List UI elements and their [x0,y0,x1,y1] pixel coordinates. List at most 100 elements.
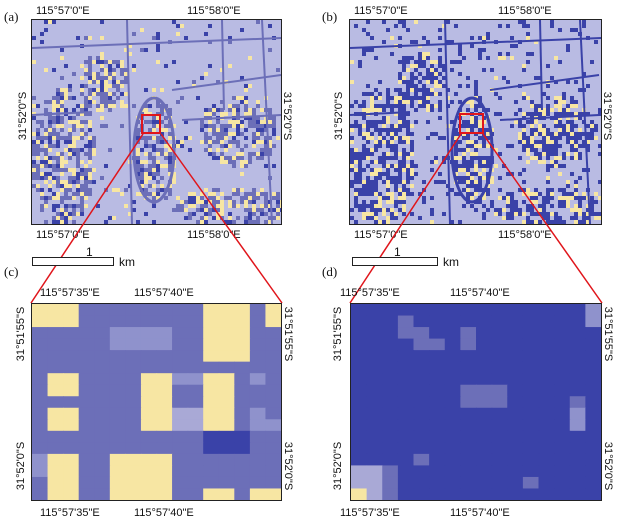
panel-c-cell [156,338,173,351]
panel-d-cell [522,488,540,500]
panel-c-cell [265,407,281,420]
panel-d-cell [413,442,430,455]
panel-d-cell [476,373,493,386]
panel-c-cell [78,384,95,397]
panel-d-cell [366,407,383,420]
panel-d-cell [444,315,461,328]
panel-c-cell [78,430,95,443]
panel-d-cell [538,396,555,409]
panel-c-cell [234,442,251,455]
panel-d-cell [538,373,555,386]
panel-c-cell [234,396,251,409]
panel-c-cell [249,396,267,409]
panel-c-cell [32,304,49,317]
panel-c-cell [234,476,251,490]
panel-c-cell [249,304,267,317]
panel-d-cell [476,430,493,443]
panel-c-cell [140,338,158,351]
panel-c-cell [47,430,64,443]
panel-c-cell [187,361,204,374]
panel-d-cell [522,396,540,409]
panel-d-cell [585,327,601,340]
panel-d-bottom-tick-1: 115°57'35"E [340,507,400,519]
panel-d-cell [413,430,430,443]
panel-c-cell [156,361,173,374]
panel-d-cell [444,453,461,467]
panel-d-cell [538,407,555,420]
panel-d-cell [554,327,571,340]
panel-d-cell [429,384,446,397]
panel-c-cell [63,327,80,340]
panel-c-cell [172,396,189,409]
panel-c-cell [47,442,64,455]
scalebar-a [32,257,114,266]
panel-d-cell [460,373,477,386]
panel-c-cell [109,430,126,443]
panel-d-cell [554,430,571,443]
panel-c-cell [218,315,235,328]
panel-c-cell [156,327,173,340]
panel-c-cell [125,304,142,317]
panel-d-cell [413,315,430,328]
panel-c-cell [265,304,281,317]
panel-c-cell [32,327,49,340]
panel-d-cell [554,407,571,420]
panel-d-cell [569,338,586,351]
panel-c-cell [156,442,173,455]
connector-b-left [349,133,462,304]
panel-d-cell [585,315,601,328]
panel-d-map [350,303,602,501]
panel-d-cell [444,476,461,490]
panel-c-cell [140,327,158,340]
panel-c-cell [187,430,204,443]
panel-d-cell [460,407,477,420]
panel-c-cell [32,350,49,363]
panel-d-cell [397,373,415,386]
panel-d-cell [507,396,524,409]
panel-d-cell [444,396,461,409]
panel-c-cell [94,430,111,443]
panel-a-zoom-box [141,114,161,134]
panel-c-cell [109,396,126,409]
panel-c-cell [156,373,173,386]
panel-c-cell [94,315,111,328]
panel-d-cell [522,407,540,420]
panel-d-cell [476,315,493,328]
panel-c-cell [63,373,80,386]
panel-c-cell [32,361,49,374]
panel-d-cell [569,407,586,420]
panel-c-cell [265,419,281,432]
panel-c-cell [172,442,189,455]
panel-c-cell [249,350,267,363]
panel-d-cell [538,419,555,432]
panel-b-bottom-tick-2: 115°58'0"E [498,229,552,241]
panel-c-cell [203,442,220,455]
panel-d-cell [554,361,571,374]
panel-d-cell [413,419,430,432]
panel-d-cell [366,350,383,363]
panel-d-cell [366,373,383,386]
panel-d-cell [444,465,461,478]
panel-d-cell [413,396,430,409]
panel-d-cell [429,315,446,328]
panel-d-cell [397,465,415,478]
panel-d-cell [413,338,430,351]
panel-c-cell [78,453,95,467]
panel-c-cell [172,453,189,467]
panel-c-cell [78,350,95,363]
panel-c-cell [32,430,49,443]
panel-d-cell [460,465,477,478]
panel-c-cell [63,419,80,432]
panel-c-cell [125,465,142,478]
panel-d-cell [585,396,601,409]
panel-d-cell [491,465,508,478]
panel-d-cell [413,407,430,420]
panel-c-cell [32,315,49,328]
panel-d-cell [351,488,368,500]
panel-c-cell [249,361,267,374]
panel-c-cell [187,315,204,328]
panel-d-cell [507,476,524,490]
panel-d-cell [491,315,508,328]
panel-d-cell [429,373,446,386]
panel-c-cell [94,476,111,490]
